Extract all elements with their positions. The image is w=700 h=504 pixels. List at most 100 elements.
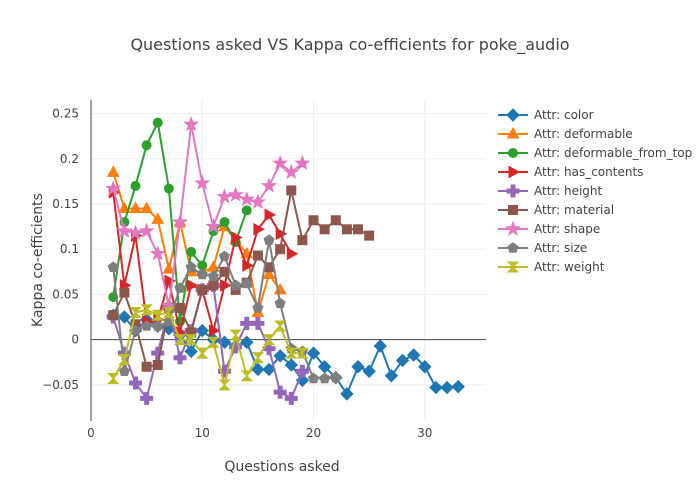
data-point (451, 379, 465, 394)
data-point (373, 339, 388, 353)
legend-item[interactable]: Attr: weight (498, 260, 605, 274)
data-point (171, 213, 189, 229)
data-point (185, 261, 197, 272)
data-point (186, 246, 197, 257)
series-attr-has-contents (108, 185, 299, 339)
y-axis-title: Kappa co-efficients (30, 193, 46, 327)
legend-label: Attr: deformable (534, 127, 633, 141)
data-point (252, 250, 263, 261)
data-point (296, 347, 309, 359)
data-point (319, 372, 331, 384)
legend-item[interactable]: Attr: height (498, 184, 603, 198)
legend-item[interactable]: Attr: deformable_from_top (498, 146, 692, 160)
data-point (264, 208, 277, 222)
data-point (152, 117, 163, 128)
series-layer (105, 115, 465, 405)
data-point (429, 380, 443, 395)
data-point (140, 304, 153, 316)
data-point (107, 373, 120, 385)
data-point (295, 364, 309, 378)
data-point (207, 336, 220, 348)
data-point (194, 174, 211, 191)
data-point (220, 279, 232, 292)
data-point (241, 277, 253, 289)
data-point (308, 372, 320, 384)
data-point (297, 235, 308, 246)
data-point (294, 154, 311, 171)
data-point (207, 270, 219, 282)
data-point (273, 349, 287, 363)
legend-item[interactable]: Attr: color (498, 108, 594, 122)
data-point (183, 115, 200, 132)
legend-marker (506, 261, 520, 273)
data-point (205, 218, 222, 234)
legend-marker (508, 148, 518, 158)
data-point (140, 391, 154, 405)
data-point (230, 279, 242, 291)
data-point (274, 297, 286, 309)
y-tick-label: 0.15 (52, 197, 79, 211)
data-point (162, 262, 176, 274)
legend-marker (506, 108, 520, 122)
data-point (208, 324, 221, 337)
data-point (119, 287, 130, 298)
data-point (263, 234, 275, 245)
legend: Attr: color Attr: deformable Attr: deforma… (498, 108, 692, 274)
data-point (295, 373, 310, 388)
data-point (229, 329, 242, 341)
data-point (440, 380, 454, 395)
legend-item[interactable]: Attr: size (498, 241, 587, 255)
data-point (152, 359, 163, 370)
data-point (151, 309, 164, 321)
data-point (251, 352, 265, 364)
data-point (341, 224, 352, 235)
data-point (195, 323, 209, 338)
data-point (141, 320, 153, 331)
legend-item[interactable]: Attr: has_contents (498, 165, 643, 179)
data-point (284, 391, 298, 405)
data-point (197, 260, 208, 271)
data-point (208, 280, 219, 291)
legend-label: Attr: shape (534, 222, 600, 236)
data-point (129, 376, 143, 390)
data-point (186, 279, 199, 292)
data-point (319, 224, 330, 235)
data-point (162, 306, 176, 318)
data-point (249, 193, 266, 210)
axes: 0 10 20 30 −0.05 0 0.05 0.1 0.15 0.2 0.25 (42, 100, 432, 440)
legend-marker (507, 242, 519, 253)
data-point (130, 180, 141, 191)
legend-item[interactable]: Attr: deformable (498, 126, 633, 141)
x-axis-title: Questions asked (224, 459, 339, 475)
data-point (184, 334, 198, 346)
data-point (273, 385, 287, 399)
data-point (164, 274, 176, 288)
data-point (106, 165, 120, 177)
data-point (231, 231, 243, 244)
legend-item[interactable]: Attr: material (498, 203, 614, 217)
legend-item[interactable]: Attr: shape (498, 220, 600, 236)
legend-marker (508, 165, 521, 179)
data-point (218, 379, 231, 391)
x-tick-label: 0 (87, 426, 95, 440)
y-tick-label: 0.2 (60, 152, 79, 166)
data-point (227, 186, 244, 202)
data-point (241, 205, 252, 216)
data-point (260, 177, 278, 193)
data-point (174, 282, 186, 293)
data-point (173, 334, 187, 346)
data-point (141, 140, 152, 151)
data-point (330, 371, 342, 383)
legend-label: Attr: size (534, 241, 587, 255)
data-point (275, 227, 288, 241)
data-point (340, 387, 354, 401)
data-point (308, 215, 319, 226)
legend-marker (508, 205, 518, 215)
data-point (285, 347, 298, 359)
data-point (272, 154, 289, 171)
data-point (197, 284, 208, 295)
y-tick-label: 0.05 (52, 287, 79, 301)
data-point (152, 320, 164, 331)
